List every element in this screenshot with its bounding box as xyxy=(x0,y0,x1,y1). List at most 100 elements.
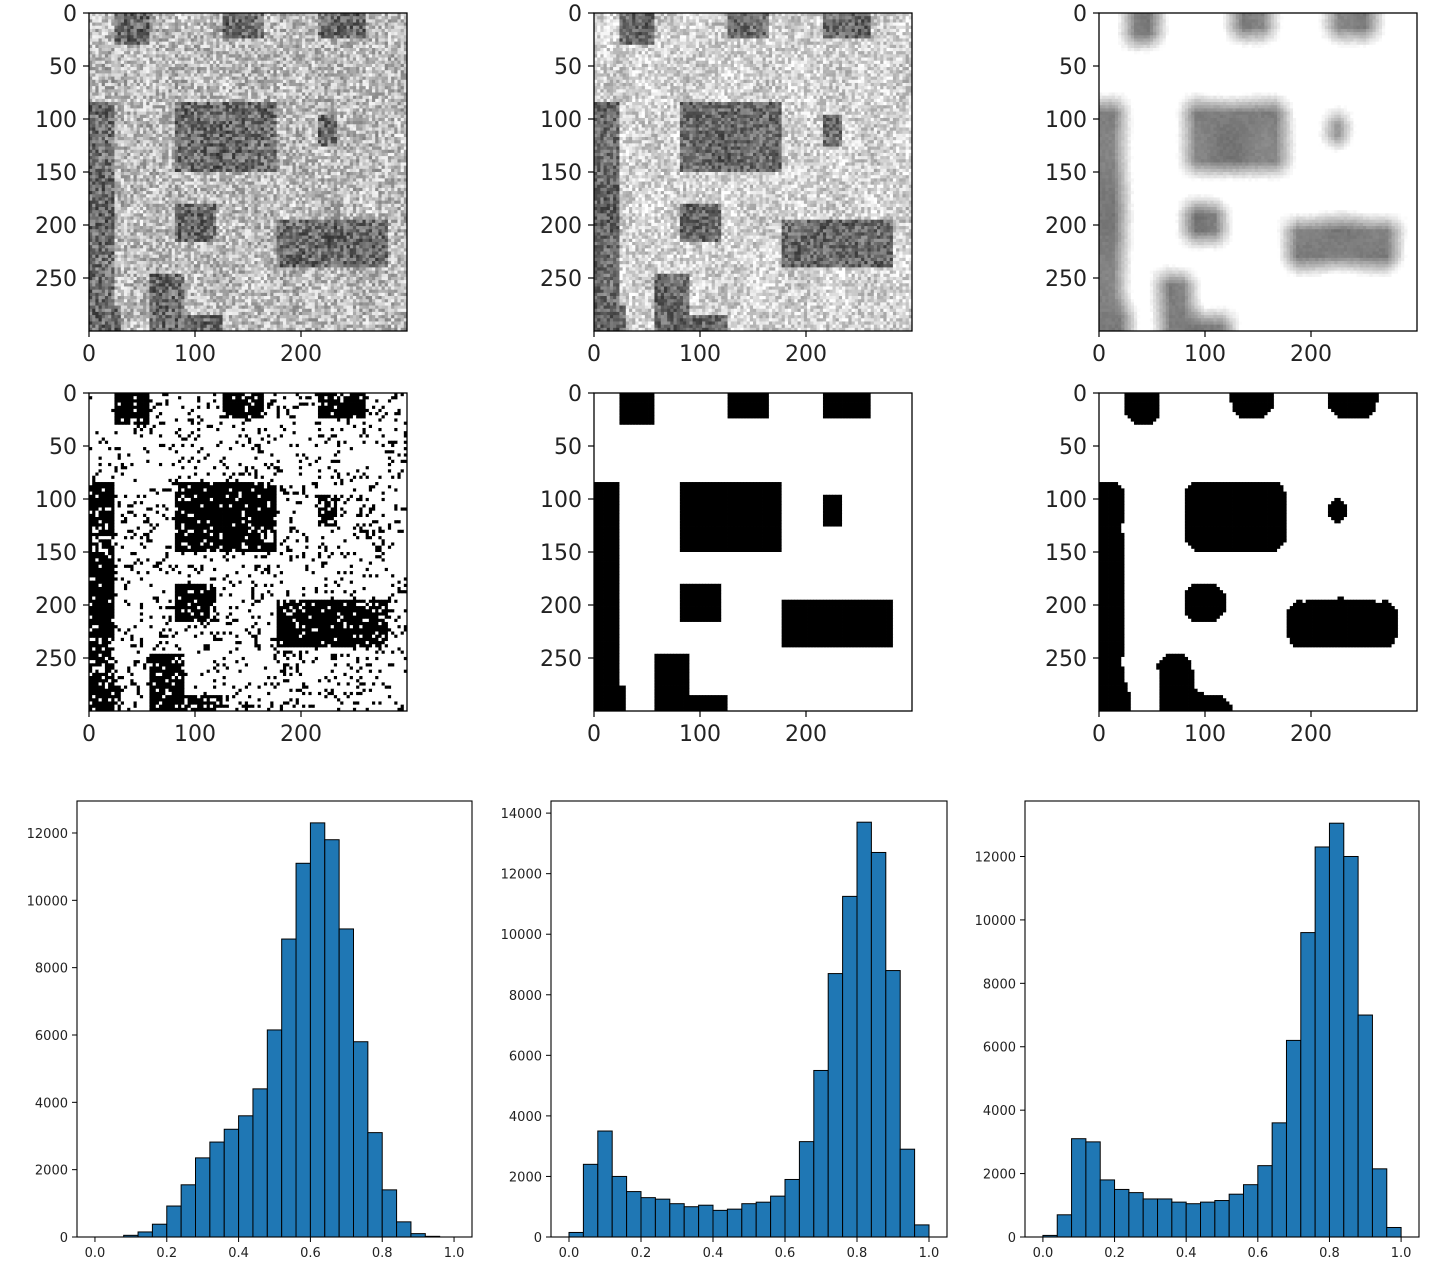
histogram-3-xtick-label: 0.6 xyxy=(1247,1246,1268,1261)
histogram-2-bar xyxy=(828,974,842,1237)
image-panel-1-pixels xyxy=(89,13,407,331)
histogram-3-bar xyxy=(1072,1139,1086,1237)
histogram-1-ytick-label: 2000 xyxy=(35,1164,68,1179)
histogram-2-ytick-label: 12000 xyxy=(501,868,542,883)
image-panel-3-ytick-label: 150 xyxy=(1045,161,1087,186)
image-panel-4-xtick-label: 200 xyxy=(280,722,322,747)
histogram-1-ytick-label: 4000 xyxy=(35,1096,68,1111)
histogram-2-bar xyxy=(756,1202,770,1237)
histogram-2-bar xyxy=(886,971,900,1237)
histogram-3-ytick-label: 4000 xyxy=(983,1104,1016,1119)
histogram-1-ytick-label: 12000 xyxy=(27,827,68,842)
histogram-3-bar xyxy=(1229,1194,1243,1237)
histogram-2-bar xyxy=(684,1207,698,1237)
histogram-2-ytick-label: 4000 xyxy=(509,1110,542,1125)
histogram-1-bar xyxy=(339,929,353,1237)
image-panel-2-xtick-label: 0 xyxy=(587,342,601,367)
histogram-3-xtick-label: 0.2 xyxy=(1104,1246,1125,1261)
histogram-2-bar xyxy=(814,1070,828,1237)
histogram-1-bar xyxy=(167,1206,181,1237)
histogram-3-bar xyxy=(1100,1180,1114,1237)
histogram-3-bar xyxy=(1129,1193,1143,1237)
histogram-1-bar xyxy=(282,939,296,1237)
image-panel-5-ytick-label: 200 xyxy=(540,594,582,619)
histogram-1-xtick-label: 0.8 xyxy=(372,1246,393,1261)
image-panel-3-ytick-label: 250 xyxy=(1045,267,1087,292)
histogram-3-bar xyxy=(1258,1166,1272,1237)
histogram-1-xtick-label: 0.2 xyxy=(156,1246,177,1261)
histogram-2-xtick-label: 0.8 xyxy=(847,1246,868,1261)
histogram-1-bar xyxy=(181,1185,195,1237)
histogram-3-bar xyxy=(1172,1202,1186,1237)
histogram-1-bar xyxy=(296,863,310,1237)
image-panel-2-ytick-label: 0 xyxy=(568,2,582,27)
image-panel-6-ytick-label: 100 xyxy=(1045,488,1087,513)
image-panel-2-ytick-label: 200 xyxy=(540,214,582,239)
histogram-1-bar xyxy=(354,1042,368,1237)
image-panel-5-ytick-label: 250 xyxy=(540,647,582,672)
image-panel-5-xtick-label: 200 xyxy=(785,722,827,747)
histogram-1-ytick-label: 6000 xyxy=(35,1029,68,1044)
histogram-3-ytick-label: 12000 xyxy=(975,850,1016,865)
histogram-2-bar xyxy=(655,1199,669,1237)
histogram-1-bar xyxy=(310,823,324,1237)
image-panel-2-ytick-label: 100 xyxy=(540,108,582,133)
histogram-2-bar xyxy=(843,896,857,1237)
histogram-1-xtick-label: 1.0 xyxy=(444,1246,465,1261)
image-panel-1-ytick-label: 250 xyxy=(35,267,77,292)
histogram-2-ytick-label: 2000 xyxy=(509,1170,542,1185)
image-panel-1-ytick-label: 100 xyxy=(35,108,77,133)
image-panel-6-ytick-label: 250 xyxy=(1045,647,1087,672)
image-panel-4-xtick-label: 100 xyxy=(174,722,216,747)
histogram-3-ytick-label: 0 xyxy=(1008,1231,1016,1246)
image-panel-1-ytick-label: 150 xyxy=(35,161,77,186)
histogram-2-ytick-label: 14000 xyxy=(501,807,542,822)
image-panel-2-ytick-label: 150 xyxy=(540,161,582,186)
image-panel-3-ytick-label: 200 xyxy=(1045,214,1087,239)
histogram-1-bar xyxy=(368,1133,382,1237)
image-panel-2-ytick-label: 250 xyxy=(540,267,582,292)
histogram-2-bar xyxy=(583,1164,597,1237)
histogram-3-bar xyxy=(1215,1201,1229,1237)
image-panel-3-xtick-label: 200 xyxy=(1290,342,1332,367)
histogram-3-bar xyxy=(1143,1199,1157,1237)
histogram-3-bar xyxy=(1086,1142,1100,1237)
image-panel-3-pixels xyxy=(1099,13,1417,331)
image-panel-3-xtick-label: 0 xyxy=(1092,342,1106,367)
histogram-2-bar xyxy=(713,1210,727,1237)
histogram-1-bar xyxy=(239,1116,253,1237)
histogram-2-bar xyxy=(641,1198,655,1237)
histogram-2-bar xyxy=(569,1232,583,1237)
image-panel-6-ytick-label: 50 xyxy=(1059,435,1087,460)
image-panel-4-pixels xyxy=(89,393,407,711)
histogram-2-xtick-label: 1.0 xyxy=(919,1246,940,1261)
histogram-3-bar xyxy=(1372,1169,1386,1237)
image-panel-3-ytick-label: 0 xyxy=(1073,2,1087,27)
image-panel-3-xtick-label: 100 xyxy=(1184,342,1226,367)
histogram-3-xtick-label: 1.0 xyxy=(1391,1246,1412,1261)
image-panel-4-ytick-label: 200 xyxy=(35,594,77,619)
histogram-1-bar xyxy=(267,1030,281,1237)
histogram-1-ytick-label: 0 xyxy=(60,1231,68,1246)
histogram-3-bar xyxy=(1286,1040,1300,1237)
histogram-3-ytick-label: 8000 xyxy=(983,977,1016,992)
image-panel-4-ytick-label: 250 xyxy=(35,647,77,672)
image-panel-6-pixels xyxy=(1099,393,1417,711)
image-panel-6-ytick-label: 0 xyxy=(1073,382,1087,407)
histogram-3-bar xyxy=(1115,1189,1129,1237)
histogram-1-bar xyxy=(325,840,339,1237)
image-panel-6-xtick-label: 0 xyxy=(1092,722,1106,747)
histogram-1-bar xyxy=(196,1158,210,1237)
histogram-2-bar xyxy=(785,1179,799,1237)
image-panel-1-ytick-label: 0 xyxy=(63,2,77,27)
image-panel-6-xtick-label: 200 xyxy=(1290,722,1332,747)
histogram-2-xtick-label: 0.2 xyxy=(631,1246,652,1261)
image-panel-4-ytick-label: 0 xyxy=(63,382,77,407)
histogram-2-bar xyxy=(871,852,885,1237)
image-panel-6-ytick-label: 150 xyxy=(1045,541,1087,566)
histogram-2-ytick-label: 8000 xyxy=(509,989,542,1004)
histogram-1-bar xyxy=(253,1089,267,1237)
